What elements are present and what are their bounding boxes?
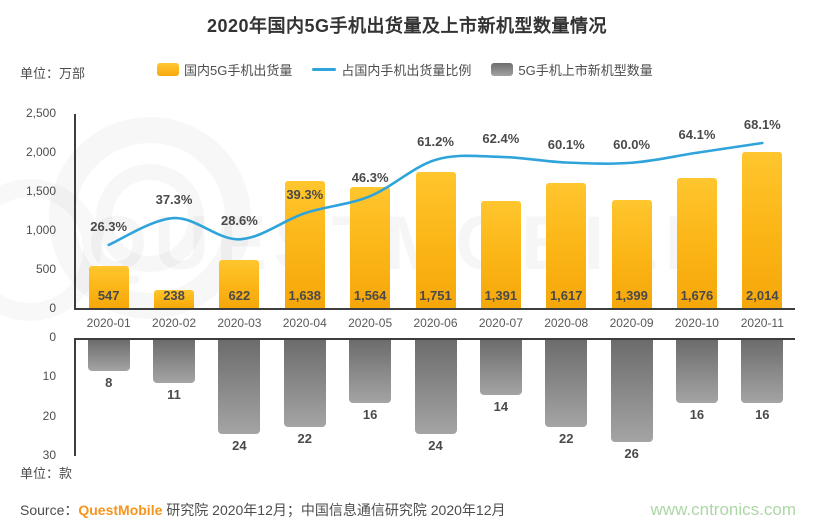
source-prefix: Source： [20, 502, 79, 518]
new-models-bar [87, 340, 130, 372]
month-tick-label: 2020-09 [609, 316, 654, 330]
month-tick-label: 2020-10 [674, 316, 719, 330]
shipments-swatch-icon [157, 63, 179, 76]
legend-item-ratio: 占国内手机出货量比例 [312, 60, 471, 79]
bottom-y-tick-label: 10 [42, 369, 56, 384]
new-models-bar [414, 340, 457, 435]
new-models-value-label: 22 [558, 430, 574, 446]
top-y-tick-label: 2,000 [25, 145, 56, 159]
bottom-y-tick-label: 0 [49, 330, 56, 344]
new-models-value-label: 22 [297, 430, 312, 446]
source-brand: QuestMobile [78, 502, 163, 518]
shipment-value-label: 1,638 [288, 288, 322, 303]
new-models-value-label: 16 [689, 406, 705, 422]
ratio-percent-label: 64.1% [678, 126, 716, 142]
source-suffix: 研究院 2020年12月；中国信息通信研究院 2020年12月 [162, 502, 506, 518]
month-tick-label: 2020-07 [478, 316, 523, 330]
legend: 国内5G手机出货量 占国内手机出货量比例 5G手机上市新机型数量 [157, 60, 653, 79]
new-models-bar [283, 340, 326, 427]
new-models-bar [153, 340, 196, 384]
shipment-value-label: 622 [228, 288, 251, 303]
new-models-value-label: 16 [755, 406, 770, 422]
ratio-percent-label: 61.2% [417, 133, 454, 149]
footer: Source：QuestMobile 研究院 2020年12月；中国信息通信研究… [0, 500, 814, 520]
new-models-bar [675, 340, 718, 403]
top-y-tick-label: 1,500 [25, 184, 56, 198]
legend-label: 5G手机上市新机型数量 [518, 63, 653, 78]
source-attribution: Source：QuestMobile 研究院 2020年12月；中国信息通信研究… [20, 500, 505, 520]
legend-item-new-models: 5G手机上市新机型数量 [491, 60, 653, 79]
new-models-bar [349, 340, 392, 403]
shipment-value-label: 1,399 [615, 288, 648, 303]
month-tick-label: 2020-04 [282, 316, 327, 330]
ratio-percent-label: 28.6% [220, 213, 258, 229]
ratio-percent-label: 26.3% [90, 218, 128, 234]
shipment-value-label: 238 [163, 288, 185, 303]
shipment-bar [154, 290, 195, 309]
unit-top-label: 单位：万部 [20, 66, 86, 81]
month-tick-label: 2020-08 [544, 316, 589, 330]
new-models-value-label: 8 [105, 375, 113, 391]
ratio-percent-label: 60.1% [547, 136, 585, 152]
new-models-value-label: 24 [428, 438, 443, 454]
shipment-value-label: 1,391 [484, 288, 518, 303]
month-tick-label: 2020-03 [217, 316, 262, 330]
shipment-value-label: 1,751 [419, 288, 452, 303]
month-tick-label: 2020-01 [86, 316, 131, 330]
new-models-bar [741, 340, 784, 403]
new-models-bar [218, 340, 261, 435]
bottom-chart-x-axis-line [74, 338, 795, 340]
new-models-value-label: 14 [493, 399, 509, 415]
legend-item-shipments: 国内5G手机出货量 [157, 60, 292, 79]
shipment-value-label: 1,676 [680, 288, 714, 303]
top-chart-x-axis-line [74, 308, 795, 310]
new-models-value-label: 16 [362, 406, 378, 422]
ratio-percent-label: 37.3% [155, 192, 193, 208]
new-models-bar [545, 340, 588, 427]
bottom-y-tick-label: 20 [42, 408, 56, 423]
new-models-value-label: 24 [232, 438, 247, 454]
month-tick-label: 2020-11 [740, 316, 784, 330]
ratio-percent-label: 46.3% [351, 170, 389, 186]
shipment-bar [742, 151, 783, 309]
new-models-swatch-icon [491, 63, 514, 76]
ratio-percent-label: 62.4% [482, 130, 520, 146]
bottom-y-tick-label: 30 [42, 448, 56, 462]
new-models-bar [479, 340, 522, 396]
ratio-percent-label: 60.0% [613, 136, 651, 152]
top-chart-y-axis-line [74, 114, 76, 310]
ratio-percent-label: 39.3% [286, 187, 324, 203]
shipment-value-label: 1,617 [549, 288, 583, 303]
top-y-tick-label: 500 [35, 262, 56, 276]
top-y-tick-label: 0 [49, 301, 56, 315]
ratio-percent-label: 68.1% [743, 117, 781, 132]
shipment-value-label: 1,564 [353, 288, 387, 303]
bottom-chart-y-axis-line [74, 338, 76, 456]
shipment-bar [88, 266, 129, 309]
legend-label: 占国内手机出货量比例 [341, 63, 472, 78]
top-y-tick-label: 1,000 [25, 223, 56, 237]
new-models-value-label: 11 [167, 387, 181, 403]
unit-bottom-label: 单位：款 [20, 466, 73, 481]
month-tick-label: 2020-02 [152, 316, 197, 330]
shipment-value-label: 2,014 [746, 288, 779, 303]
month-tick-label: 2020-06 [413, 316, 458, 330]
ratio-line-swatch-icon [312, 68, 337, 71]
shipment-bar [219, 260, 260, 309]
new-models-bar [610, 340, 653, 443]
site-watermark-link[interactable]: www.cntronics.com [650, 500, 796, 519]
top-y-tick-label: 2,500 [25, 106, 56, 120]
new-models-value-label: 26 [624, 446, 639, 462]
shipment-value-label: 547 [97, 288, 120, 303]
page-title: 2020年国内5G手机出货量及上市新机型数量情况 [206, 16, 608, 36]
month-tick-label: 2020-05 [348, 316, 393, 330]
legend-label: 国内5G手机出货量 [184, 63, 293, 78]
